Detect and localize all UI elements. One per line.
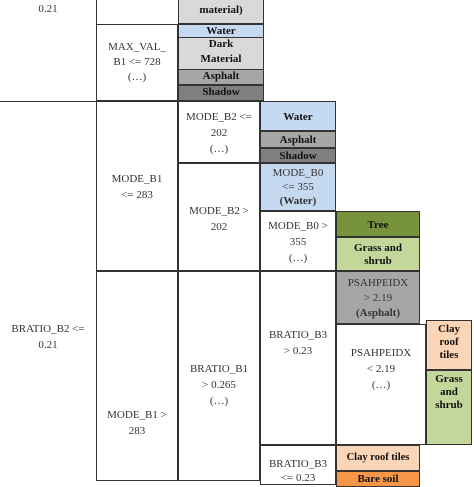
mode-b0-le-line2: <= 355 (282, 181, 314, 193)
class-tree: Tree (336, 211, 420, 237)
mode-b1-le-line1: MODE_B1 (111, 173, 163, 185)
psah-gt-node (336, 271, 420, 324)
max-val-line1: MAX_VAL_ (108, 41, 166, 53)
class-grass-shrub-2: Grass and shrub (426, 370, 472, 445)
mode-b0-le-line1: MODE_B0 (272, 167, 324, 179)
class-dark: Dark (178, 38, 264, 53)
bratio-b3-gt-line2: > 0.23 (283, 345, 313, 357)
bratio-b3-le-line2: <= 0.23 (280, 472, 316, 484)
top-partial-class: material) (199, 4, 243, 16)
psah-le-line3: (…) (371, 379, 391, 391)
mode-b2-le-node (178, 101, 260, 163)
class-water-2: Water (260, 101, 336, 131)
mode-b0-gt-line1: MODE_B0 > (268, 220, 328, 232)
mode-b0-le-node (260, 163, 336, 211)
mode-b2-le-line3: (…) (209, 143, 229, 155)
psah-le-line1: PSAHPEIDX (350, 347, 412, 359)
class-asphalt: Asphalt (178, 69, 264, 85)
top-left-threshold: 0.21 (38, 3, 58, 15)
psah-gt-line1: PSAHPEIDX (347, 277, 409, 289)
mode-b0-le-line3: (Water) (279, 195, 317, 207)
mode-b2-gt-node (178, 163, 260, 271)
psah-le-line2: < 2.19 (366, 363, 396, 375)
mode-b1-gt-line1: MODE_B1 > (107, 409, 167, 421)
max-val-line3: (…) (127, 71, 147, 83)
psah-gt-line3: (Asphalt) (355, 307, 400, 319)
bratio-b2-line1: BRATIO_B2 <= (11, 323, 85, 335)
class-water: Water (178, 24, 264, 38)
bratio-b3-gt-node (260, 271, 336, 445)
class-shadow: Shadow (178, 85, 264, 101)
bratio-b2-top-border (0, 101, 178, 102)
bratio-b1-line3: (…) (209, 395, 229, 407)
mode-b0-gt-line3: (…) (288, 252, 308, 264)
max-val-node (96, 24, 178, 101)
bratio-b3-gt-line1: BRATIO_B3 (268, 329, 328, 341)
mode-b0-gt-node (260, 211, 336, 271)
class-material: Material (178, 53, 264, 69)
class-clay-roof-tiles: Clay roof tiles (426, 320, 472, 370)
mode-b0-gt-line2: 355 (289, 236, 307, 248)
mode-b1-le-line2: <= 283 (121, 189, 153, 201)
bratio-b1-node (178, 271, 260, 481)
mode-b2-gt-line2: 202 (210, 221, 228, 233)
class-grass-shrub: Grass and shrub (336, 237, 420, 271)
bratio-b3-le-line1: BRATIO_B3 (268, 458, 328, 470)
psah-le-node (336, 324, 426, 445)
class-shadow-2: Shadow (260, 148, 336, 163)
mode-b1-le-node (96, 101, 178, 271)
psah-gt-line2: > 2.19 (363, 292, 393, 304)
mode-b2-le-line1: MODE_B2 <= (186, 111, 252, 123)
top-partial-cell (178, 0, 264, 24)
class-bare-soil: Bare soil (336, 471, 420, 487)
class-clay-roof-tiles-2: Clay roof tiles (336, 445, 420, 471)
mode-b1-gt-node (96, 271, 178, 481)
bratio-b1-line1: BRATIO_B1 (189, 363, 249, 375)
mode-b2-gt-line1: MODE_B2 > (189, 205, 249, 217)
class-asphalt-2: Asphalt (260, 131, 336, 148)
bratio-b1-line2: > 0.265 (202, 379, 236, 391)
max-val-line2: B1 <= 728 (113, 56, 161, 68)
bratio-b2-line2: 0.21 (38, 339, 58, 351)
mode-b2-le-line2: 202 (210, 127, 228, 139)
mode-b1-gt-line2: 283 (128, 425, 146, 437)
